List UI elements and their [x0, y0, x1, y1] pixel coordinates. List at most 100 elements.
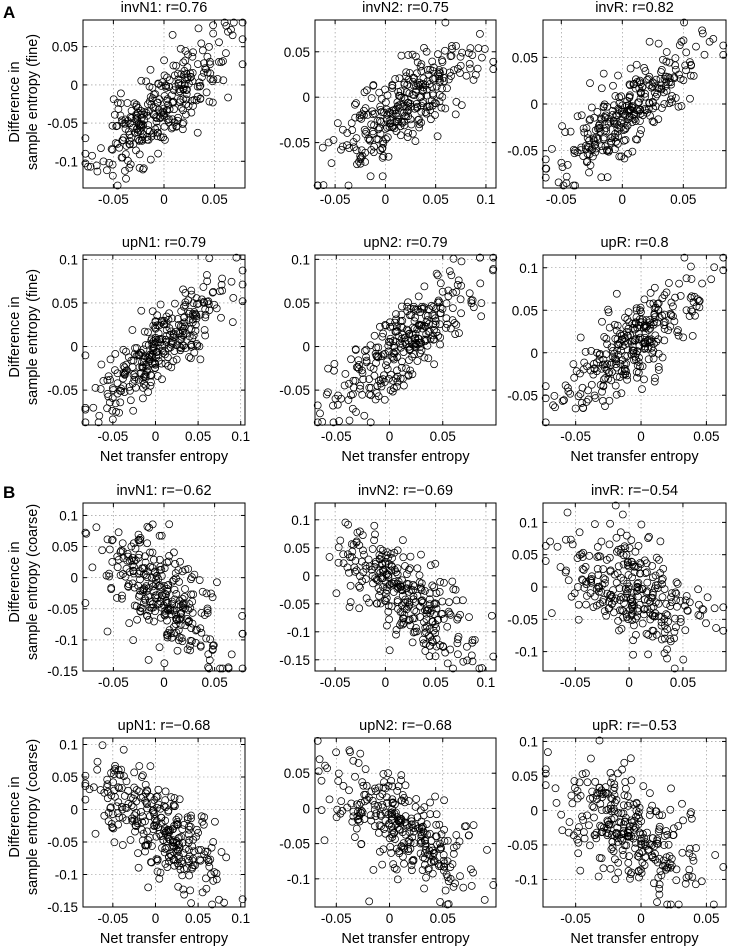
- data-point: [683, 607, 692, 615]
- data-point: [463, 642, 471, 651]
- data-point: [468, 657, 477, 666]
- data-point: [163, 631, 172, 640]
- data-point: [428, 617, 437, 626]
- data-point: [170, 794, 179, 802]
- data-point: [657, 621, 666, 630]
- data-point: [357, 806, 366, 815]
- data-point: [694, 297, 703, 305]
- data-point: [327, 159, 336, 167]
- data-point: [408, 90, 417, 99]
- data-point: [671, 588, 680, 597]
- data-point: [160, 122, 169, 131]
- data-point: [168, 123, 177, 132]
- data-point: [625, 93, 634, 102]
- data-point: [651, 855, 660, 864]
- data-point: [389, 376, 397, 385]
- data-point: [655, 556, 663, 564]
- data-point: [182, 90, 191, 99]
- data-point: [546, 537, 554, 546]
- data-point: [137, 808, 145, 816]
- data-point: [644, 75, 653, 83]
- data-point: [470, 636, 479, 644]
- data-point: [686, 71, 695, 80]
- data-point: [432, 624, 441, 633]
- data-point: [668, 589, 676, 597]
- data-point: [598, 317, 606, 326]
- data-point: [599, 382, 608, 391]
- data-point: [431, 792, 439, 801]
- data-point: [387, 561, 396, 570]
- data-point: [650, 118, 658, 127]
- data-point: [208, 593, 217, 602]
- data-point: [127, 106, 136, 115]
- data-point: [612, 360, 620, 368]
- data-point: [468, 51, 477, 59]
- data-point: [200, 326, 209, 334]
- data-point: [150, 358, 159, 367]
- data-point: [449, 585, 458, 594]
- data-point: [374, 829, 383, 837]
- data-point: [436, 839, 444, 848]
- x-tick-label: 0.05: [423, 675, 449, 690]
- data-point: [454, 650, 462, 659]
- data-point: [205, 254, 214, 263]
- data-point: [111, 762, 119, 770]
- data-point: [395, 74, 404, 83]
- data-point: [353, 800, 361, 809]
- data-point: [415, 78, 424, 87]
- data-point: [689, 856, 698, 865]
- data-point: [455, 837, 464, 846]
- data-point: [360, 106, 368, 115]
- data-point: [165, 83, 174, 91]
- data-point: [409, 827, 418, 836]
- data-point: [662, 82, 670, 90]
- x-tick-label: 0.1: [231, 911, 250, 926]
- y-tick-label: 0: [530, 803, 538, 818]
- data-point: [351, 833, 359, 841]
- data-point: [430, 856, 439, 865]
- data-point: [658, 811, 667, 820]
- data-point: [107, 820, 116, 828]
- plot-frame: [314, 19, 497, 189]
- y-tick-label: 0.05: [512, 50, 538, 65]
- data-point: [618, 510, 627, 519]
- data-point: [360, 125, 369, 134]
- data-point: [624, 106, 633, 115]
- data-point: [597, 823, 606, 831]
- data-point: [376, 599, 385, 608]
- data-point: [160, 659, 169, 668]
- data-point: [439, 67, 448, 76]
- data-point: [405, 600, 414, 609]
- data-point: [604, 817, 612, 826]
- data-point: [88, 563, 97, 572]
- data-point: [391, 318, 399, 327]
- data-point: [417, 346, 426, 355]
- data-point: [142, 582, 151, 590]
- data-point: [355, 541, 364, 550]
- x-tick-label: -0.05: [321, 429, 352, 444]
- data-point: [651, 374, 659, 382]
- data-point: [165, 105, 174, 114]
- data-point: [632, 75, 640, 84]
- data-point: [645, 811, 654, 819]
- y-tick-label: -0.1: [287, 625, 310, 640]
- data-point: [577, 143, 586, 152]
- data-point: [379, 566, 387, 575]
- data-point: [660, 628, 669, 637]
- data-point: [354, 759, 363, 767]
- data-point: [597, 806, 606, 814]
- y-tick-label: 0: [302, 90, 310, 105]
- data-point: [201, 313, 210, 322]
- data-point: [175, 795, 184, 804]
- data-point: [147, 858, 155, 866]
- y-tick-label: 0.05: [284, 766, 310, 781]
- data-point: [185, 871, 194, 880]
- data-point: [138, 376, 147, 384]
- data-point: [428, 57, 437, 66]
- data-point: [136, 535, 144, 544]
- data-point: [381, 321, 390, 329]
- data-point: [386, 334, 395, 343]
- data-point: [405, 836, 414, 844]
- data-point: [648, 801, 656, 810]
